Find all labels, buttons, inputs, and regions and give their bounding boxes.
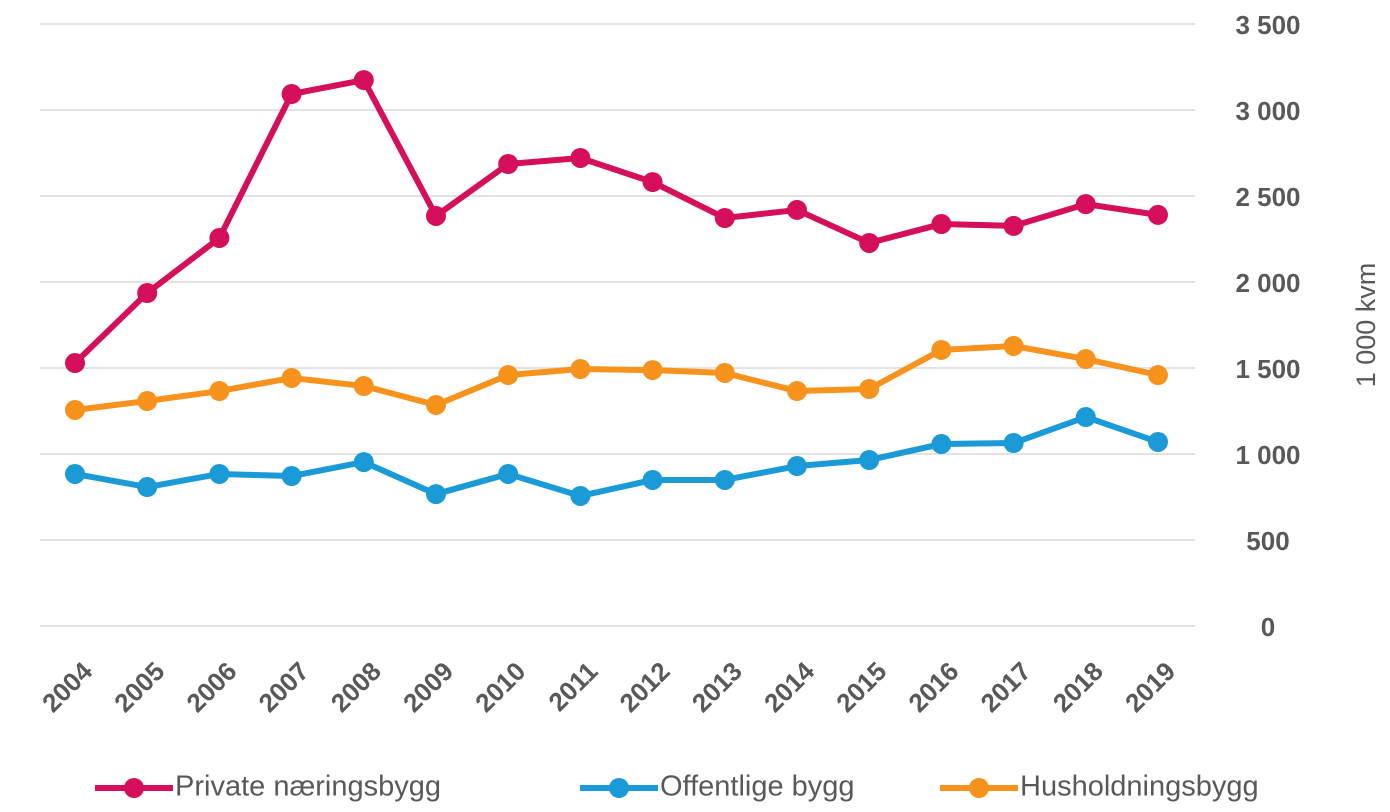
data-point	[714, 362, 735, 383]
data-point	[1075, 194, 1096, 215]
data-point	[931, 434, 952, 455]
legend-label: Husholdningsbygg	[1020, 771, 1259, 803]
data-point	[137, 283, 158, 304]
data-point	[570, 147, 591, 168]
data-point	[281, 367, 302, 388]
series-line	[72, 77, 1159, 366]
x-tick-label: 2010	[469, 656, 531, 718]
data-point	[859, 232, 880, 253]
data-point	[353, 70, 374, 91]
data-point	[642, 360, 663, 381]
data-point	[570, 359, 591, 380]
legend-marker	[124, 778, 144, 798]
data-point	[137, 391, 158, 412]
series-line	[74, 414, 1159, 499]
data-point	[714, 469, 735, 490]
x-tick-label: 2015	[830, 656, 892, 718]
data-point	[859, 378, 880, 399]
x-tick-label: 2018	[1047, 656, 1109, 718]
data-point	[931, 339, 952, 360]
data-point	[209, 463, 230, 484]
data-point	[787, 381, 807, 402]
legend-marker	[969, 778, 989, 798]
data-point	[426, 205, 446, 226]
x-tick-label: 2005	[108, 656, 170, 718]
x-tick-label: 2019	[1119, 656, 1181, 718]
data-point	[281, 466, 302, 487]
y-tick-label: 0	[1261, 612, 1275, 642]
y-tick-label: 2 500	[1235, 182, 1300, 212]
x-tick-label: 2006	[180, 656, 242, 718]
data-point	[714, 208, 735, 229]
data-point	[859, 450, 880, 471]
data-point	[787, 199, 807, 220]
data-point	[931, 214, 952, 235]
x-tick-label: 2007	[253, 656, 315, 718]
series-line	[74, 342, 1159, 413]
data-point	[498, 463, 519, 484]
data-point	[642, 469, 663, 490]
data-point	[1075, 407, 1096, 428]
data-point	[498, 154, 519, 175]
data-point	[209, 381, 230, 402]
legend-marker	[609, 778, 629, 798]
x-tick-label: 2009	[397, 656, 459, 718]
data-point	[1148, 365, 1168, 386]
data-point	[426, 484, 446, 505]
data-point	[426, 394, 446, 415]
legend-label: Offentlige bygg	[660, 771, 855, 803]
x-tick-label: 2014	[758, 656, 820, 718]
data-point	[787, 456, 807, 477]
data-point	[353, 376, 374, 397]
data-point	[1003, 335, 1024, 356]
y-tick-label: 2 000	[1235, 268, 1300, 298]
x-tick-label: 2017	[975, 656, 1037, 718]
data-point	[1003, 215, 1024, 236]
data-point	[570, 485, 591, 506]
legend-label: Private næringsbygg	[175, 771, 441, 803]
y-tick-label: 3 500	[1235, 10, 1300, 40]
y-tick-label: 1 500	[1235, 354, 1300, 384]
y-axis-label: 1 000 kvm	[1351, 263, 1381, 388]
data-point	[1148, 431, 1168, 452]
data-point	[353, 452, 374, 473]
y-tick-label: 1 000	[1235, 440, 1300, 470]
data-point	[498, 365, 519, 386]
x-tick-label: 2011	[542, 656, 603, 717]
data-point	[281, 84, 302, 105]
data-point	[65, 353, 85, 374]
data-point	[65, 399, 85, 420]
x-tick-label: 2016	[902, 656, 964, 718]
x-tick-label: 2008	[325, 656, 387, 718]
y-tick-label: 500	[1246, 526, 1289, 556]
data-point	[209, 227, 230, 248]
data-point	[1003, 432, 1024, 453]
data-point	[137, 477, 158, 498]
data-point	[65, 463, 85, 484]
x-tick-label: 2013	[686, 656, 748, 718]
data-point	[1075, 349, 1096, 370]
data-point	[1148, 204, 1168, 225]
x-tick-label: 2012	[614, 656, 676, 718]
y-tick-label: 3 000	[1235, 96, 1300, 126]
data-point	[642, 172, 663, 193]
x-tick-label: 2004	[36, 656, 98, 718]
